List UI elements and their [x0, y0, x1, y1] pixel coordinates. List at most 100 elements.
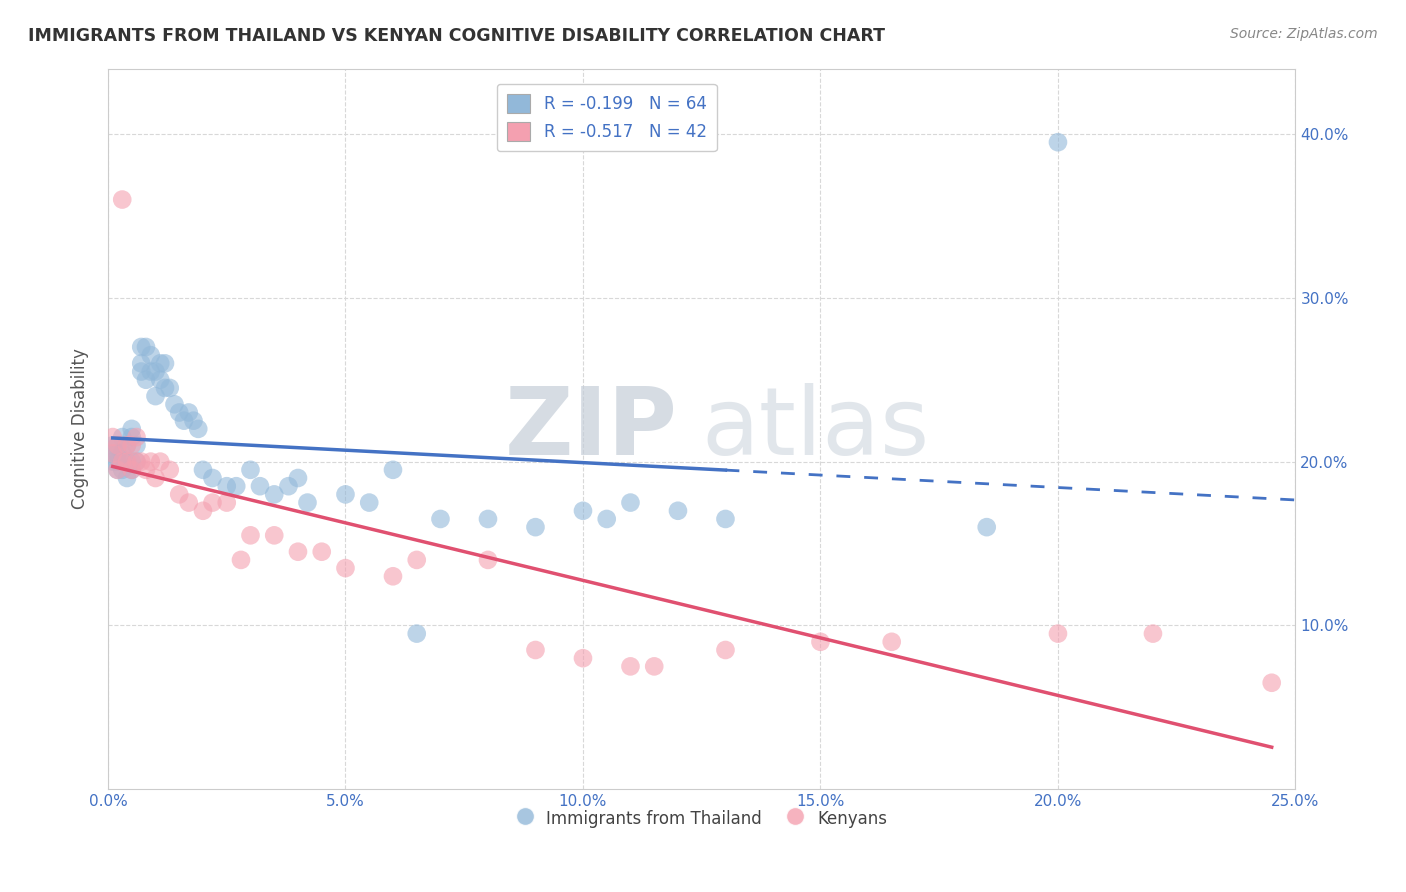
Point — [149, 455, 172, 469]
Point — [429, 512, 451, 526]
Point — [129, 455, 152, 469]
Point — [121, 438, 143, 452]
Point — [287, 471, 309, 485]
Point — [572, 651, 595, 665]
Text: Source: ZipAtlas.com: Source: ZipAtlas.com — [1230, 27, 1378, 41]
Point — [121, 463, 143, 477]
Point — [121, 463, 143, 477]
Point — [149, 373, 172, 387]
Point — [111, 193, 134, 207]
Text: IMMIGRANTS FROM THAILAND VS KENYAN COGNITIVE DISABILITY CORRELATION CHART: IMMIGRANTS FROM THAILAND VS KENYAN COGNI… — [28, 27, 886, 45]
Point — [524, 520, 547, 534]
Point — [810, 635, 832, 649]
Point — [382, 569, 405, 583]
Point — [115, 438, 138, 452]
Point — [135, 463, 157, 477]
Point — [139, 348, 162, 362]
Point — [107, 455, 129, 469]
Point — [201, 471, 224, 485]
Point — [125, 455, 148, 469]
Point — [524, 643, 547, 657]
Point — [177, 495, 200, 509]
Point — [149, 356, 172, 370]
Point — [477, 553, 499, 567]
Point — [107, 446, 129, 460]
Point — [619, 495, 641, 509]
Point — [107, 463, 129, 477]
Point — [145, 389, 167, 403]
Point — [101, 446, 124, 460]
Y-axis label: Cognitive Disability: Cognitive Disability — [72, 349, 89, 509]
Point — [263, 487, 285, 501]
Point — [115, 455, 138, 469]
Point — [572, 504, 595, 518]
Point — [359, 495, 381, 509]
Point — [115, 471, 138, 485]
Point — [596, 512, 619, 526]
Point — [101, 438, 124, 452]
Point — [111, 463, 134, 477]
Point — [101, 455, 124, 469]
Point — [101, 446, 124, 460]
Legend: Immigrants from Thailand, Kenyans: Immigrants from Thailand, Kenyans — [510, 801, 894, 835]
Point — [153, 356, 176, 370]
Point — [111, 455, 134, 469]
Point — [125, 438, 148, 452]
Text: atlas: atlas — [702, 383, 929, 475]
Point — [297, 495, 319, 509]
Point — [153, 381, 176, 395]
Point — [239, 463, 262, 477]
Point — [121, 455, 143, 469]
Point — [145, 365, 167, 379]
Point — [201, 495, 224, 509]
Point — [125, 430, 148, 444]
Point — [880, 635, 903, 649]
Point — [619, 659, 641, 673]
Point — [1142, 626, 1164, 640]
Point — [177, 405, 200, 419]
Point — [229, 553, 252, 567]
Point — [405, 553, 427, 567]
Point — [163, 397, 186, 411]
Point — [335, 561, 357, 575]
Point — [183, 414, 205, 428]
Point — [277, 479, 299, 493]
Point — [187, 422, 209, 436]
Point — [666, 504, 689, 518]
Point — [115, 455, 138, 469]
Point — [129, 340, 152, 354]
Point — [1046, 135, 1069, 149]
Point — [111, 455, 134, 469]
Point — [191, 504, 214, 518]
Point — [115, 438, 138, 452]
Point — [643, 659, 665, 673]
Point — [287, 545, 309, 559]
Point — [121, 430, 143, 444]
Point — [191, 463, 214, 477]
Point — [239, 528, 262, 542]
Point — [405, 626, 427, 640]
Point — [135, 340, 157, 354]
Point — [107, 438, 129, 452]
Point — [145, 471, 167, 485]
Point — [173, 414, 195, 428]
Point — [129, 356, 152, 370]
Point — [714, 643, 737, 657]
Point — [111, 446, 134, 460]
Point — [225, 479, 247, 493]
Point — [159, 381, 181, 395]
Point — [129, 365, 152, 379]
Point — [107, 438, 129, 452]
Text: ZIP: ZIP — [505, 383, 678, 475]
Point — [976, 520, 998, 534]
Point — [167, 487, 190, 501]
Point — [382, 463, 405, 477]
Point — [159, 463, 181, 477]
Point — [121, 422, 143, 436]
Point — [215, 479, 238, 493]
Point — [135, 373, 157, 387]
Point — [139, 455, 162, 469]
Point — [139, 365, 162, 379]
Point — [1260, 675, 1282, 690]
Point — [101, 430, 124, 444]
